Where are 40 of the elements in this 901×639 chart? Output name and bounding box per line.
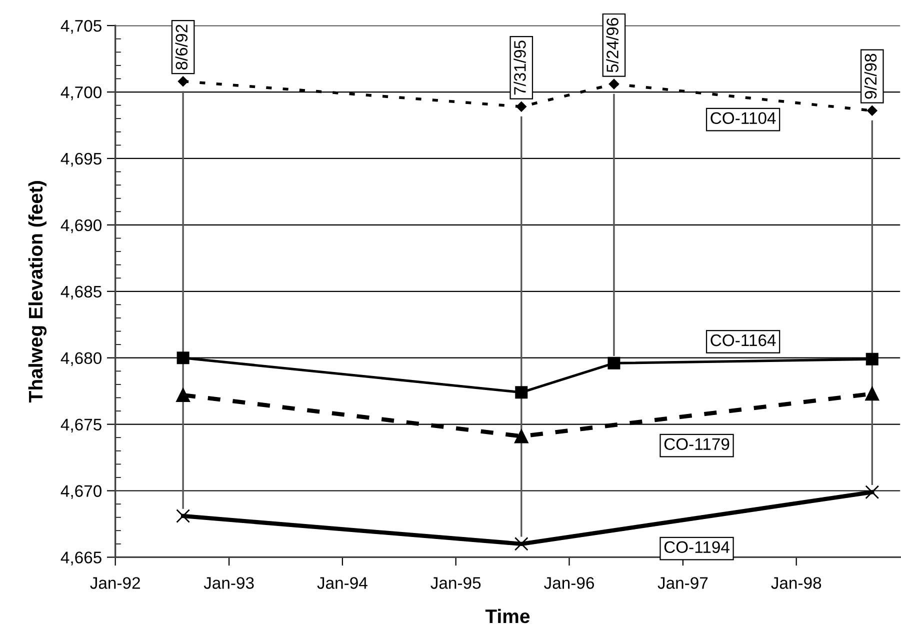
series-label: CO-1179 [664, 438, 730, 450]
y-tick-label: 4,675 [60, 418, 102, 432]
point [608, 356, 620, 370]
point [865, 386, 880, 401]
point [514, 536, 528, 551]
point [866, 352, 878, 366]
y-tick-label: 4,700 [60, 86, 102, 100]
x-tick-label: Jan-95 [430, 577, 481, 589]
point [865, 485, 880, 500]
series-label: CO-1164 [710, 334, 776, 346]
x-tick-label: Jan-92 [90, 577, 140, 589]
point [178, 76, 188, 86]
y-tick-label: 4,690 [60, 219, 102, 234]
x-axis-title: Time [485, 608, 530, 624]
ref-line-label: 7/31/95 [514, 40, 526, 95]
x-tick-label: Jan-93 [204, 577, 254, 589]
ref-line-label: 5/24/96 [606, 18, 618, 72]
y-tick-label: 4,695 [60, 152, 102, 167]
y-tick-label: 4,665 [60, 552, 102, 566]
series-label: CO-1194 [664, 541, 730, 554]
y-tick-label: 4,670 [60, 485, 102, 499]
point [176, 352, 190, 364]
x-tick-label: Jan-96 [544, 577, 594, 589]
y-tick-label: 4,680 [60, 352, 102, 366]
point [867, 106, 878, 116]
point [515, 386, 528, 399]
x-tick-label: Jan-98 [771, 577, 822, 589]
y-axis-title: Thalweg Elevation (feet) [28, 181, 47, 402]
x-tick-label: Jan-94 [317, 577, 368, 589]
point [608, 78, 620, 90]
series-label: CO-1104 [710, 112, 776, 124]
ref-line-label: 9/2/98 [864, 54, 877, 99]
point [514, 429, 528, 444]
y-tick-label: 4,685 [60, 286, 102, 300]
point [176, 509, 190, 523]
x-tick-label: Jan-97 [658, 577, 708, 589]
point [176, 388, 190, 402]
ref-line-label: 8/6/92 [175, 24, 188, 70]
point [516, 102, 526, 112]
y-tick-label: 4,705 [60, 20, 102, 34]
